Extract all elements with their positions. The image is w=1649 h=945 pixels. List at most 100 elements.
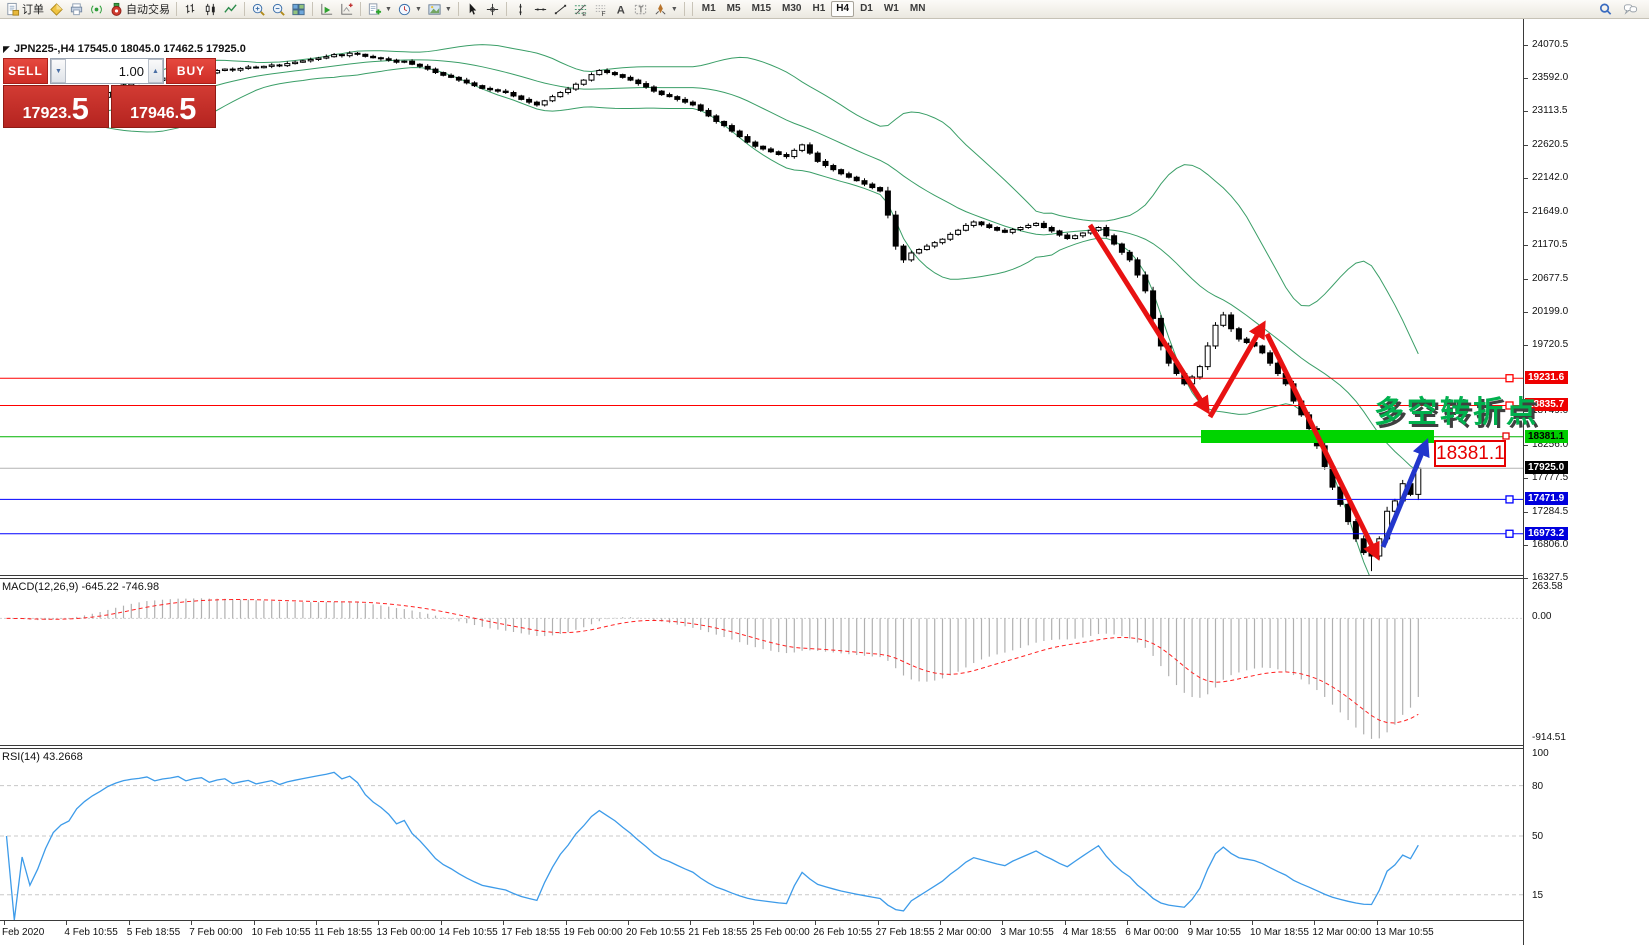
blue-trend-arrow[interactable] — [1380, 438, 1430, 548]
panel-separator[interactable] — [0, 575, 1523, 576]
line-chart-mode-button[interactable] — [221, 1, 240, 18]
buy-button[interactable]: BUY — [166, 58, 216, 84]
candlestick-chart[interactable] — [0, 19, 1523, 575]
chart-shift-icon — [339, 2, 354, 17]
label-tool-button[interactable]: T — [631, 1, 650, 18]
macd-chart[interactable] — [0, 579, 1523, 745]
cursor-tool-button[interactable] — [463, 1, 482, 18]
new-order-button[interactable]: 订单 — [3, 1, 46, 18]
price-tickmark — [1524, 344, 1528, 346]
bar-chart-mode-button[interactable] — [181, 1, 200, 18]
price-tick-label: 16806.0 — [1532, 539, 1569, 551]
price-tick-label: 21649.0 — [1532, 205, 1569, 217]
search-button[interactable] — [1596, 1, 1615, 18]
price-tickmark — [1524, 144, 1528, 146]
new-chart-button[interactable]: ▼ — [365, 1, 394, 18]
label-tool-icon: T — [633, 2, 648, 17]
buy-price-big: 5 — [179, 91, 197, 126]
timeframe-m1-button[interactable]: M1 — [701, 3, 716, 14]
red-trend-arrow-2[interactable] — [1207, 320, 1266, 419]
zoom-out-button[interactable] — [269, 1, 288, 18]
time-tickmark — [253, 921, 255, 925]
red-trend-arrow-3[interactable] — [1264, 332, 1380, 561]
chevron-down-icon: ▼ — [385, 5, 392, 13]
time-tick-label: 10 Feb 10:55 — [251, 927, 311, 938]
auto-trading-button[interactable]: 自动交易 — [107, 1, 172, 18]
history-center-button[interactable] — [47, 1, 66, 18]
zoom-in-button[interactable] — [249, 1, 268, 18]
price-tick-label: 20199.0 — [1532, 305, 1569, 317]
time-tick-label: 5 Feb 18:55 — [126, 927, 181, 938]
level-marker-square[interactable] — [1505, 495, 1514, 504]
candle-chart-mode-button[interactable] — [201, 1, 220, 18]
rsi-chart[interactable] — [0, 749, 1523, 920]
price-tick-label: 21170.5 — [1532, 238, 1568, 250]
time-tick-label: 27 Feb 18:55 — [875, 927, 935, 938]
sell-price-display[interactable]: 17923. 5 — [3, 85, 109, 128]
print-button[interactable] — [67, 1, 86, 18]
toolbar-separator — [505, 2, 507, 16]
crosshair-tool-button[interactable] — [483, 1, 502, 18]
timeframe-d1-button[interactable]: D1 — [860, 3, 873, 14]
volume-increase-button[interactable]: ▲ — [148, 59, 163, 83]
zoom-out-icon — [271, 2, 286, 17]
level-marker-square[interactable] — [1505, 374, 1514, 383]
time-axis[interactable]: Feb 2020 4 Feb 10:55 5 Feb 18:55 7 Feb 00:0… — [0, 920, 1649, 945]
red-trend-arrow-1[interactable] — [1087, 223, 1210, 415]
level-marker-square[interactable] — [1505, 529, 1514, 538]
tile-windows-button[interactable] — [289, 1, 308, 18]
volume-decrease-button[interactable]: ▼ — [51, 59, 66, 83]
price-chart-panel[interactable]: ◤ JPN225-,H4 17545.0 18045.0 17462.5 179… — [0, 19, 1536, 575]
rsi-scale-label: 100 — [1532, 748, 1549, 759]
auto-scroll-button[interactable] — [317, 1, 336, 18]
search-icon — [1598, 2, 1613, 17]
price-tickmark — [1524, 244, 1528, 246]
price-label-annotation[interactable]: 18381.1 — [1434, 440, 1506, 467]
text-tool-button[interactable]: A — [611, 1, 630, 18]
chevron-down-icon: ▼ — [444, 5, 452, 13]
profiles-button[interactable]: ▼ — [425, 1, 454, 18]
level-marker-square[interactable] — [1505, 401, 1514, 410]
label-anchor-square[interactable] — [1502, 432, 1510, 440]
price-tickmark — [1524, 278, 1528, 280]
volume-value[interactable]: 1.00 — [118, 63, 144, 79]
vertical-line-tool-button[interactable] — [511, 1, 530, 18]
sell-button[interactable]: SELL — [3, 58, 48, 84]
sell-price-sep: . — [67, 105, 72, 122]
periods-button[interactable]: ▼ — [395, 1, 424, 18]
cursor-tool-icon — [465, 2, 480, 17]
broadcast-button[interactable] — [87, 1, 106, 18]
equidistant-channel-tool-button[interactable]: F — [591, 1, 610, 18]
volume-stepper[interactable]: ▼ 1.00 ▲ — [50, 58, 164, 84]
timeframe-h1-button[interactable]: H1 — [812, 3, 826, 14]
community-chat-button[interactable] — [1621, 1, 1640, 18]
time-tickmark — [565, 921, 567, 925]
panel-separator[interactable] — [0, 748, 1523, 749]
timeframe-m5-button[interactable]: M5 — [726, 3, 741, 14]
timeframe-w1-button[interactable]: W1 — [883, 3, 899, 14]
time-tickmark — [191, 921, 193, 925]
horizontal-line-tool-button[interactable] — [531, 1, 550, 18]
time-tick-label: 25 Feb 00:00 — [750, 927, 810, 938]
price-axis[interactable]: 24070.5 23592.0 23113.5 22620.5 22142.0 21649… — [1523, 19, 1649, 945]
price-tick-label: 23113.5 — [1532, 104, 1568, 116]
arrows-tool-button[interactable]: ▼ — [651, 1, 680, 18]
timeframe-m30-button[interactable]: M30 — [782, 3, 802, 14]
panel-separator[interactable] — [0, 578, 1523, 579]
panel-separator[interactable] — [0, 745, 1523, 746]
fibonacci-tool-button[interactable]: E — [571, 1, 590, 18]
macd-indicator-panel[interactable]: MACD(12,26,9) -645.22 -746.98 — [0, 579, 1523, 745]
trendline-tool-button[interactable] — [551, 1, 570, 18]
price-tickmark — [1524, 311, 1528, 313]
timeframe-mn-button[interactable]: MN — [909, 3, 926, 14]
turning-point-annotation[interactable]: 多空转折点 — [1374, 396, 1539, 429]
timeframe-m15-button[interactable]: M15 — [751, 3, 772, 14]
vertical-line-tool-icon — [513, 2, 528, 17]
candles-group — [3, 51, 1422, 572]
time-tickmark — [752, 921, 754, 925]
rsi-indicator-panel[interactable]: RSI(14) 43.2668 — [0, 749, 1523, 920]
timeframe-h4-button[interactable]: H4 — [831, 1, 855, 17]
chart-shift-button[interactable] — [337, 1, 356, 18]
toolbar-separator — [457, 2, 459, 16]
buy-price-display[interactable]: 17946. 5 — [110, 85, 216, 128]
